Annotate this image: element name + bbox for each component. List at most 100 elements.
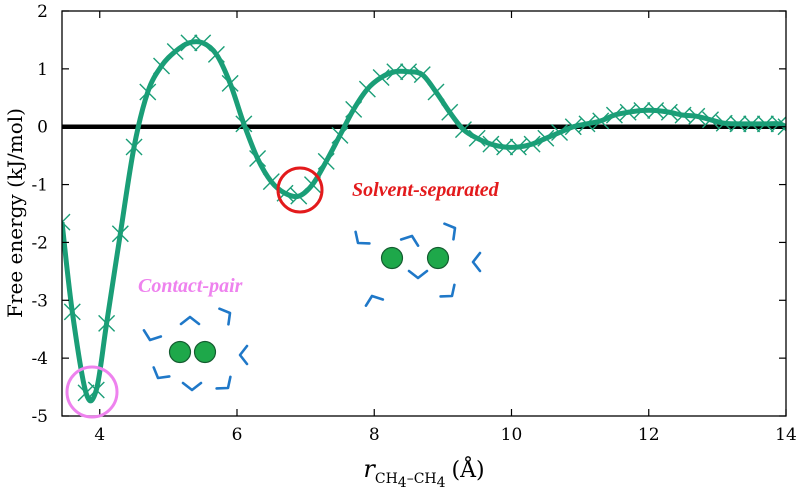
x-axis-label-sub-1: CH <box>375 471 398 487</box>
data-point-marker <box>537 129 555 147</box>
x-axis-label-sub-4: 4 <box>437 475 446 489</box>
data-point-marker <box>166 43 184 60</box>
methane-atom <box>168 340 192 364</box>
data-point-marker <box>77 384 95 402</box>
water-molecule-icon <box>238 344 249 366</box>
data-point-marker <box>647 102 665 120</box>
data-point-marker <box>345 100 363 118</box>
data-point-marker <box>153 57 171 75</box>
data-point-marker <box>702 111 720 129</box>
data-point-marker <box>413 66 431 84</box>
y-tick-label: 2 <box>37 2 48 22</box>
y-tick-label: 1 <box>37 60 48 80</box>
data-point-marker <box>87 381 105 399</box>
data-point-marker <box>605 106 623 124</box>
x-axis-label-dash: – <box>407 471 414 487</box>
data-point-marker <box>139 83 157 101</box>
data-point-marker <box>290 187 308 205</box>
water-molecule-icon <box>471 251 482 273</box>
x-axis-label-sub-2: 4 <box>398 475 407 489</box>
data-point-marker <box>400 63 418 81</box>
annotations: Contact-pair Solvent-separated <box>65 166 500 419</box>
data-point-marker <box>777 118 786 136</box>
x-axis-label-sub-3: CH <box>414 471 437 487</box>
y-tick-label: -3 <box>31 291 48 311</box>
data-point-marker <box>62 213 71 231</box>
data-point-marker <box>331 126 349 144</box>
y-tick-label: -5 <box>31 407 48 427</box>
data-point-marker <box>592 112 610 130</box>
data-point-marker <box>523 135 541 153</box>
water-molecule-icon <box>443 222 457 241</box>
data-point-marker <box>509 138 527 156</box>
data-point-marker <box>358 80 376 98</box>
data-point-marker <box>125 138 143 156</box>
x-tick-label: 4 <box>94 425 105 445</box>
x-tick-label: 12 <box>638 425 660 445</box>
plot-area <box>62 34 786 404</box>
data-point-marker <box>660 103 678 121</box>
water-molecule-icon <box>218 307 232 326</box>
water-molecule-icon <box>399 234 420 247</box>
data-point-marker <box>221 74 239 92</box>
plot-frame <box>61 10 787 417</box>
x-tick-label: 8 <box>369 425 380 445</box>
data-point-marker <box>619 103 637 121</box>
data-point-marker <box>441 103 459 121</box>
y-axis-label: Free energy (kJ/mol) <box>3 108 27 318</box>
data-point-marker <box>551 124 569 141</box>
water-molecule-icon <box>215 375 232 390</box>
water-molecule-icon <box>181 381 203 392</box>
data-point-marker <box>386 63 404 81</box>
data-point-marker <box>564 118 582 136</box>
data-point-marker <box>249 150 267 168</box>
water-molecule-icon <box>364 294 385 307</box>
water-molecule-icon <box>407 269 429 280</box>
data-point-marker <box>674 106 692 124</box>
water-molecule-icon <box>152 366 171 380</box>
y-tick-label: -1 <box>31 176 48 196</box>
methane-atom <box>426 246 450 270</box>
data-point-marker <box>688 107 706 125</box>
y-tick-label: -4 <box>31 349 48 369</box>
data-point-marker <box>496 138 514 156</box>
water-molecule-icon <box>354 230 371 245</box>
x-tick-label: 6 <box>232 425 243 445</box>
water-molecule-icon <box>179 315 201 326</box>
water-molecule-icon <box>142 329 163 342</box>
x-axis-label: rCH4–CH4 (Å) <box>363 455 484 489</box>
contact-pair-circle <box>65 365 119 419</box>
data-point-marker <box>743 115 761 133</box>
water-molecule-icon <box>439 283 456 298</box>
y-tick-label: 0 <box>37 118 48 138</box>
data-point-marker <box>63 303 81 321</box>
contact-pair-label: Contact-pair <box>138 275 243 297</box>
x-tick-label: 14 <box>775 425 797 445</box>
data-point-marker <box>194 34 212 52</box>
data-point-marker <box>207 45 225 63</box>
data-point-marker <box>715 114 733 132</box>
data-point-marker <box>372 69 390 87</box>
data-point-marker <box>454 121 472 139</box>
data-point-marker <box>578 115 596 133</box>
data-point-marker <box>317 152 335 170</box>
methane-atom <box>193 340 217 364</box>
solvent-separated-circle <box>276 166 324 214</box>
solvent-separated-label: Solvent-separated <box>352 179 500 201</box>
data-point-marker <box>111 225 129 243</box>
data-point-marker <box>482 135 500 153</box>
x-axis-label-variable: r <box>363 455 376 483</box>
data-point-marker <box>262 173 280 191</box>
x-tick-label: 10 <box>501 425 523 445</box>
data-point-marker <box>756 115 774 133</box>
data-point-marker <box>468 129 486 147</box>
data-point-marker <box>427 83 445 101</box>
x-axis-label-unit: (Å) <box>452 455 485 483</box>
y-tick-label: -2 <box>31 233 48 253</box>
methane-atom <box>380 246 404 270</box>
data-point-marker <box>729 115 747 133</box>
data-point-marker <box>98 314 116 332</box>
data-point-marker <box>633 102 651 120</box>
